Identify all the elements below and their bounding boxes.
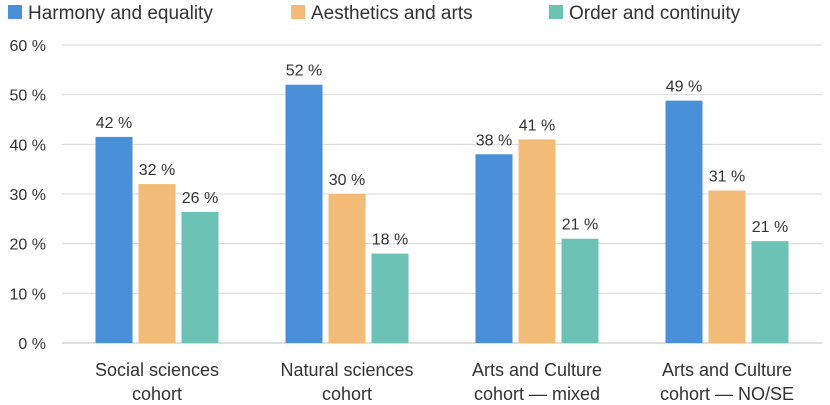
- legend-swatch: [8, 5, 22, 19]
- bar: [138, 184, 176, 343]
- x-category-label: Arts and Culture cohort — NO/SE: [660, 360, 794, 404]
- data-label: 32 %: [139, 162, 175, 179]
- legend-label: Harmony and equality: [28, 3, 213, 24]
- x-category-label: Natural sciences cohort: [280, 360, 413, 404]
- data-label: 18 %: [372, 232, 408, 249]
- data-label: 49 %: [666, 79, 702, 96]
- y-tick-label: 10 %: [10, 286, 46, 303]
- data-label: 30 %: [329, 172, 365, 189]
- data-label: 41 %: [519, 117, 555, 134]
- bar: [708, 190, 746, 343]
- legend-swatch: [291, 5, 305, 19]
- data-label: 52 %: [286, 63, 322, 80]
- bar: [475, 154, 513, 343]
- data-label: 21 %: [752, 219, 788, 236]
- bar: [371, 253, 409, 343]
- gridlines: [62, 44, 822, 344]
- y-tick-label: 50 %: [10, 88, 46, 105]
- data-label: 31 %: [709, 169, 745, 186]
- y-tick-label: 30 %: [10, 187, 46, 204]
- data-label: 26 %: [182, 190, 218, 207]
- data-label: 42 %: [96, 115, 132, 132]
- legend: Harmony and equality Aesthetics and arts O…: [8, 3, 741, 24]
- y-tick-label: 40 %: [10, 137, 46, 154]
- y-axis-ticks: 0 % 10 % 20 % 30 % 40 % 50 % 60 %: [10, 38, 46, 353]
- bar: [561, 238, 599, 343]
- legend-label: Aesthetics and arts: [311, 3, 473, 24]
- bar: [518, 139, 556, 343]
- data-labels: 42 % 32 % 26 % 52 % 30 % 18 % 38 % 41 % 21 % 49 %…: [96, 63, 788, 249]
- y-tick-label: 0 %: [18, 336, 46, 353]
- bars: [95, 84, 789, 343]
- y-tick-label: 20 %: [10, 237, 46, 254]
- bar: [328, 194, 366, 343]
- bar: [751, 241, 789, 343]
- legend-label: Order and continuity: [569, 3, 741, 24]
- bar: [181, 211, 219, 343]
- bar: [95, 136, 133, 343]
- x-axis-categories: Social sciences cohort Natural sciences coh…: [95, 360, 794, 404]
- y-tick-label: 60 %: [10, 38, 46, 55]
- x-category-label: Social sciences cohort: [95, 360, 219, 404]
- bar: [285, 84, 323, 343]
- x-category-label: Arts and Culture cohort — mixed: [472, 360, 602, 404]
- bar: [665, 100, 703, 343]
- legend-swatch: [549, 5, 563, 19]
- data-label: 38 %: [476, 132, 512, 149]
- data-label: 21 %: [562, 217, 598, 234]
